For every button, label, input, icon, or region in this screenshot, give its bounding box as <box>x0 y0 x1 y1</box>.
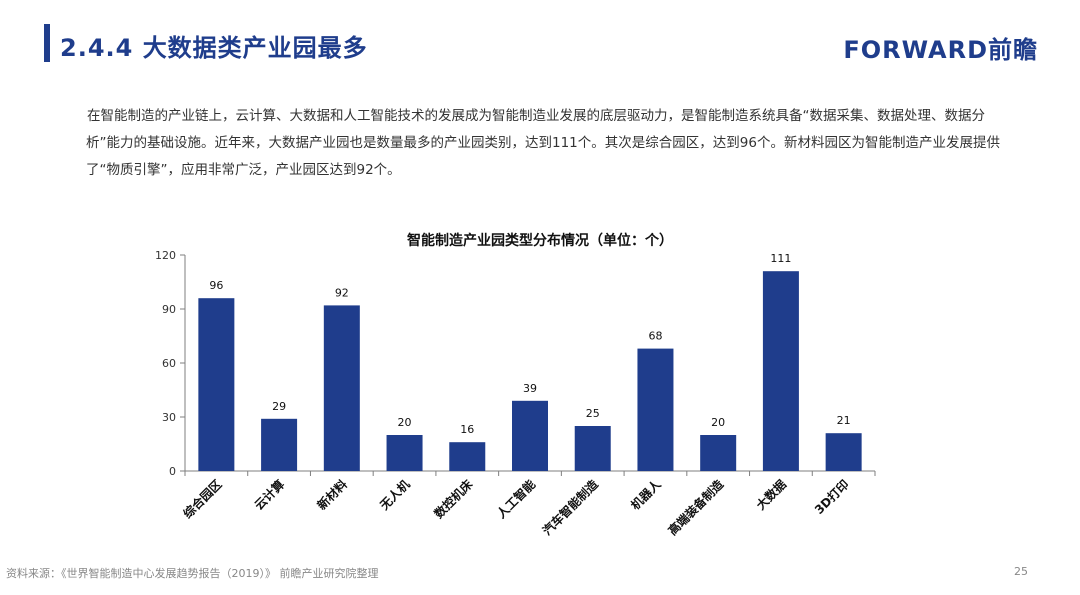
bar <box>198 298 235 471</box>
y-tick-label: 0 <box>169 465 176 478</box>
category-label: 人工智能 <box>494 477 539 522</box>
category-label: 新材料 <box>314 477 350 513</box>
data-label: 20 <box>398 416 412 429</box>
data-label: 96 <box>209 279 223 292</box>
bar <box>825 433 862 471</box>
page-number: 25 <box>1014 565 1028 578</box>
category-label: 机器人 <box>628 476 665 513</box>
bar <box>574 426 611 471</box>
intro-paragraph: 在智能制造的产业链上，云计算、大数据和人工智能技术的发展成为智能制造业发展的底层… <box>86 108 1000 178</box>
y-tick-label: 90 <box>162 303 176 316</box>
data-label: 111 <box>770 252 791 265</box>
data-label: 21 <box>837 414 851 427</box>
data-label: 20 <box>711 416 725 429</box>
category-label: 高端装备制造 <box>665 476 727 538</box>
bar <box>261 418 298 471</box>
data-label: 92 <box>335 286 349 299</box>
data-label: 29 <box>272 400 286 413</box>
data-label: 68 <box>648 330 662 343</box>
bar <box>323 305 360 471</box>
category-label: 综合园区 <box>180 477 225 522</box>
forward-logo: FORWARD前瞻 <box>843 36 1038 64</box>
category-label: 大数据 <box>753 477 789 513</box>
y-tick-label: 60 <box>162 357 176 370</box>
category-label: 云计算 <box>251 477 287 513</box>
bar <box>637 348 674 471</box>
data-label: 25 <box>586 407 600 420</box>
bar <box>449 442 486 471</box>
y-tick-label: 30 <box>162 411 176 424</box>
data-label: 16 <box>460 423 474 436</box>
chart-title: 智能制造产业园类型分布情况（单位：个） <box>407 233 673 249</box>
data-label: 39 <box>523 382 537 395</box>
y-tick-label: 120 <box>155 249 176 262</box>
category-label: 无人机 <box>376 477 413 514</box>
page-title: 2.4.4 大数据类产业园最多 <box>60 34 368 62</box>
title-accent-bar <box>44 24 50 62</box>
category-label: 数控机床 <box>431 476 476 521</box>
bar <box>386 435 423 471</box>
category-label: 汽车智能制造 <box>539 476 601 538</box>
bar <box>762 271 799 471</box>
bar <box>700 435 737 471</box>
category-label: 3D打印 <box>811 477 852 518</box>
source-note: 资料来源：《世界智能制造中心发展趋势报告（2019）》 前瞻产业研究院整理 <box>6 567 379 580</box>
bar <box>512 400 548 471</box>
